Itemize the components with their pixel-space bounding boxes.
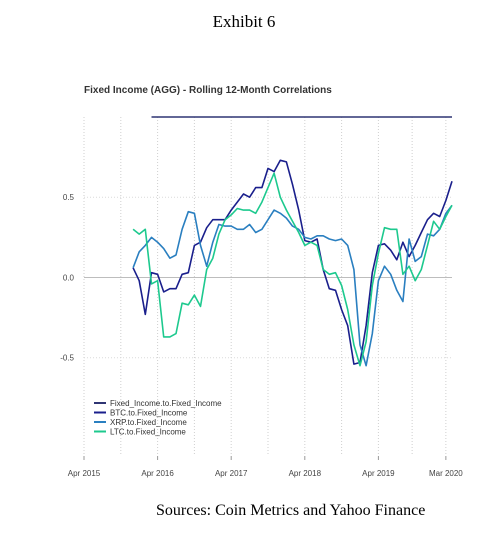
x-tick-label: Apr 2015 [68,469,101,478]
series-lines [132,116,453,367]
series-line-btc [132,159,453,365]
x-tick-label: Mar 2020 [429,469,463,478]
x-tick-label: Apr 2017 [215,469,248,478]
legend-label: XRP.to.Fixed_Income [110,418,187,427]
x-tick-label: Apr 2016 [141,469,174,478]
legend-label: Fixed_Income.to.Fixed_Income [110,399,222,408]
series-line-ltc [132,172,453,367]
x-tick-label: Apr 2018 [289,469,322,478]
series-line-xrp [132,204,453,367]
x-tick-label: Apr 2019 [362,469,395,478]
exhibit-label: Exhibit 6 [212,12,276,31]
legend-label: BTC.to.Fixed_Income [110,409,188,418]
legend-label: LTC.to.Fixed_Income [110,428,186,437]
y-tick-label: 0.0 [63,273,75,282]
source-note: Sources: Coin Metrics and Yahoo Finance [156,502,426,519]
y-tick-label: 0.5 [63,193,75,202]
chart-title: Fixed Income (AGG) - Rolling 12-Month Co… [84,85,332,96]
y-tick-label: -0.5 [60,354,74,363]
legend: Fixed_Income.to.Fixed_IncomeBTC.to.Fixed… [94,399,222,437]
axes: -0.5 0.0 0.5 Apr 2015 Apr 2016 Apr 2017 Apr 20… [60,193,463,478]
